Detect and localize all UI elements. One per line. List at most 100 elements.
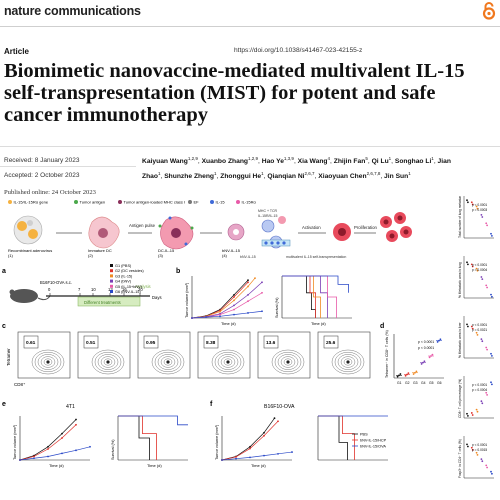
series-point — [205, 316, 207, 319]
series-point — [247, 312, 249, 314]
dot-point — [471, 203, 474, 206]
journal-name[interactable]: nature communications — [4, 4, 141, 18]
author-name[interactable]: Songhao Li — [394, 158, 432, 166]
group-swatch — [110, 274, 113, 278]
y-axis-label: Survival (%) — [111, 439, 115, 460]
panel-a-label: a — [2, 268, 6, 275]
survival-curve — [282, 275, 349, 293]
dot-point — [481, 216, 484, 218]
facs-contour — [154, 351, 182, 372]
legend-text: EF — [194, 200, 200, 205]
x-axis-label: Time (d) — [49, 463, 64, 468]
dot-point — [467, 445, 469, 448]
legend-text: Tumor antigen-loaded MHC class I — [124, 200, 186, 205]
series-point — [75, 423, 77, 426]
facs-contour — [31, 349, 65, 375]
series-point — [47, 455, 49, 458]
facs-value: 13.6 — [266, 340, 276, 346]
y-axis-label: Tetramer⁺ in CD8⁺ T cells (%) — [385, 330, 389, 378]
author-name[interactable]: Xuanbo Zhang — [201, 158, 248, 166]
dot-point — [396, 375, 399, 378]
dot-point — [481, 278, 484, 280]
author-name[interactable]: Jian Zhao — [142, 158, 451, 181]
series-point — [233, 296, 235, 298]
facs-contour — [40, 356, 56, 368]
author-name[interactable]: Shunzhe Zheng — [164, 173, 214, 181]
doi-link[interactable]: https://doi.org/10.1038/s41467-023-42155… — [234, 47, 363, 54]
adenovirus-icon — [13, 215, 43, 245]
facs-gate — [323, 335, 339, 349]
y-axis-label: Tumor volume (mm³) — [13, 424, 17, 460]
facs-contour — [337, 354, 359, 370]
author-name[interactable]: Zhijin Fan — [333, 158, 366, 166]
dot-point — [436, 341, 439, 343]
series-point — [219, 315, 221, 318]
author-name[interactable]: Xia Wang — [297, 158, 328, 166]
group-tick: G2 — [405, 381, 410, 385]
author-name[interactable]: Jin Sun — [384, 173, 409, 181]
chart-b-survival: Time (d) Survival (%) — [275, 275, 352, 326]
legend-marker — [74, 200, 78, 204]
timeline-day: 0 — [48, 287, 51, 292]
dot-point — [470, 325, 473, 328]
dot-point — [490, 232, 492, 235]
dot-point — [480, 458, 483, 460]
group-label: G2 (DC vesicles) — [115, 269, 144, 273]
dc-il15-icon — [158, 216, 194, 250]
series-point — [89, 445, 91, 448]
facs-value: 25.6 — [326, 340, 336, 346]
dot-point — [476, 207, 479, 210]
dot-point — [428, 356, 431, 359]
p-value: p = 0.0015 — [472, 448, 487, 452]
facs-contour — [151, 349, 185, 375]
dot-point — [467, 325, 469, 328]
dot-point — [486, 394, 488, 396]
author-name[interactable]: Kaiyuan Wang — [142, 158, 188, 166]
series-point — [33, 457, 35, 460]
y-axis-label: CD8⁺ T cell percentage (%) — [458, 379, 462, 418]
author-name[interactable]: Zhonggui He — [220, 173, 262, 181]
facs-gate — [263, 335, 279, 349]
author-name[interactable]: Xiaoyuan Chen — [318, 173, 367, 181]
facs-contour — [211, 349, 245, 375]
label-mhc-tcr: MHC + TCR — [258, 209, 278, 213]
panel-e-label: e — [2, 401, 6, 408]
dot-point — [491, 355, 493, 357]
open-access-icon — [482, 2, 496, 20]
dot-point — [431, 353, 434, 356]
series-point — [233, 294, 235, 296]
series-point — [247, 294, 249, 296]
y-axis-label: Total number of lung metastases — [458, 196, 462, 238]
dot-point — [490, 352, 492, 355]
dot-point — [475, 331, 478, 334]
p-value: p < 0.0001 — [472, 383, 487, 387]
dot-point — [486, 224, 488, 227]
facs-gate — [143, 335, 159, 349]
dot-point — [476, 269, 479, 272]
y-axis-label: % Metastatic area in liver — [458, 321, 462, 358]
dot-point — [490, 293, 492, 296]
legend-marker — [188, 200, 192, 204]
series-line — [191, 310, 263, 319]
series-point — [247, 281, 249, 284]
step-label: (2) — [88, 253, 94, 258]
p-value: p < 0.0001 — [472, 263, 487, 267]
chart-b-tumor-volume: Time (d) Tumor volume (mm³) — [185, 276, 263, 326]
facs-contour — [340, 356, 356, 368]
dot-point — [491, 472, 493, 475]
author-name[interactable]: Qianqian Ni — [267, 173, 305, 181]
series-point — [247, 285, 249, 288]
facs-contour — [100, 356, 116, 368]
survival-curve — [282, 275, 316, 318]
survival-curve — [118, 415, 188, 426]
y-axis-label: Foxp3⁺ in CD4⁺ T cells (%) — [458, 439, 462, 478]
author-affiliation: 1,2,9 — [248, 156, 259, 161]
dot-point — [466, 323, 468, 326]
author-name[interactable]: Qi Lu — [371, 158, 389, 166]
group-swatch — [110, 290, 113, 293]
group-tick: G6 — [437, 381, 442, 385]
y-axis-label: Tumor volume (mm³) — [185, 282, 189, 318]
dot-point — [466, 261, 468, 264]
series-point — [33, 455, 35, 458]
author-name[interactable]: Hao Ye — [261, 158, 284, 166]
